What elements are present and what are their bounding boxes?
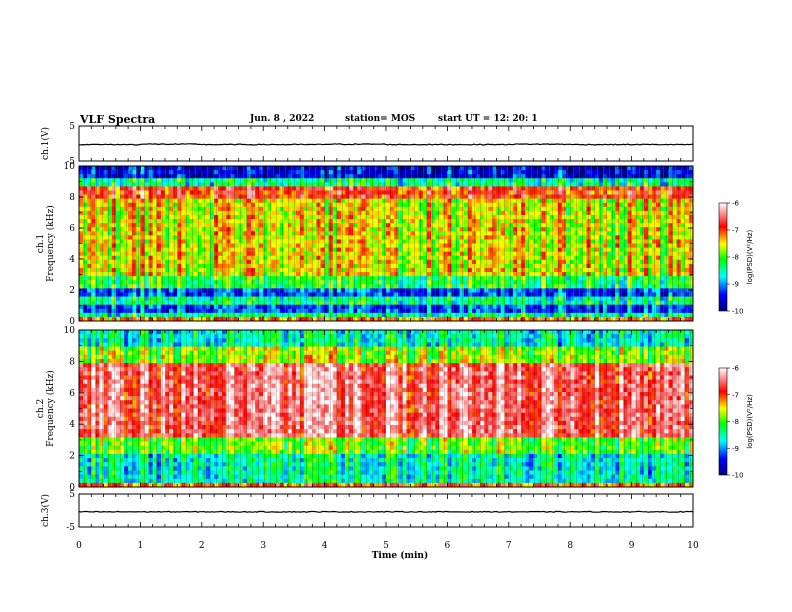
y-tick-label: 2 <box>69 452 75 462</box>
x-tick-label: 2 <box>199 541 205 551</box>
y-axis-label: ch.1(V) <box>40 127 51 160</box>
y-tick-label: -5 <box>66 523 75 533</box>
ch1-spectrogram-panel: 0 2 4 6 8 10 ch.1 Frequency (kHz) <box>36 162 694 327</box>
y-tick-label: 5 <box>69 122 75 132</box>
start-ut-label: start UT = 12: 20: 1 <box>438 114 538 124</box>
chart-title: VLF Spectra <box>80 113 156 126</box>
y-tick-label: 0 <box>69 483 75 493</box>
y-tick-label: 2 <box>69 286 75 296</box>
x-tick-label: 3 <box>260 541 266 551</box>
colorbar-tick-label: -10 <box>732 308 743 316</box>
colorbar-gradient <box>718 202 728 312</box>
y-tick-label: 6 <box>69 224 75 234</box>
ch1-spectrogram-texture <box>79 166 693 321</box>
y-tick-label: 10 <box>64 326 76 336</box>
colorbar-tick-label: -6 <box>732 200 740 208</box>
x-tick-label: 8 <box>567 541 573 551</box>
y-axis-label: Frequency (kHz) <box>45 205 56 282</box>
colorbar-tick-label: -8 <box>732 418 739 426</box>
time-x-axis: 0 1 2 3 4 5 6 7 8 9 10 Time (min) <box>76 541 699 561</box>
voltage-series-line <box>78 143 694 146</box>
y-axis-label: Frequency (kHz) <box>45 370 56 447</box>
y-tick-label: 4 <box>69 255 75 265</box>
colorbar-label: log(PSD)(V²/Hz) <box>746 394 754 449</box>
x-tick-label: 4 <box>322 541 328 551</box>
y-tick-label: 0 <box>69 317 75 327</box>
ch2-spectrogram-panel: 0 2 4 6 8 10 ch.2 Frequency (kHz) <box>36 326 694 493</box>
y-tick-label: 4 <box>69 420 75 430</box>
colorbar-tick-label: -8 <box>732 254 739 262</box>
colorbar-tick-label: -7 <box>732 391 739 399</box>
x-tick-label: 7 <box>506 541 512 551</box>
y-axis-label: ch.1 <box>36 234 46 253</box>
y-tick-label: -5 <box>66 157 75 167</box>
x-tick-label: 0 <box>76 541 82 551</box>
y-axis-label: ch.3(V) <box>40 494 51 527</box>
y-tick-label: 6 <box>69 389 75 399</box>
ch1-colorbar: -6 -7 -8 -9 -10 log(PSD)(V²/Hz) <box>718 200 754 316</box>
y-tick-label: 10 <box>64 162 76 172</box>
station-label: station= MOS <box>345 114 416 124</box>
x-tick-label: 5 <box>383 541 389 551</box>
colorbar-tick-label: -9 <box>732 445 739 453</box>
ch2-colorbar: -6 -7 -8 -9 -10 log(PSD)(V²/Hz) <box>718 365 754 480</box>
x-tick-label: 6 <box>445 541 451 551</box>
colorbar-label: log(PSD)(V²/Hz) <box>746 229 754 284</box>
ch2-spectrogram-texture <box>79 330 693 487</box>
y-tick-label: 8 <box>69 193 75 203</box>
x-axis-label: Time (min) <box>372 550 429 561</box>
date-label: Jun. 8 , 2022 <box>250 114 315 124</box>
colorbar-tick-label: -9 <box>732 281 739 289</box>
ch3-voltage-panel: 5 -5 ch.3(V) <box>40 490 694 533</box>
colorbar-tick-label: -7 <box>732 227 739 235</box>
x-tick-label: 9 <box>629 541 635 551</box>
panel-frame <box>78 125 694 162</box>
y-axis-label: ch.2 <box>36 399 46 418</box>
colorbar-tick-label: -6 <box>732 365 740 373</box>
x-tick-label: 10 <box>687 541 699 551</box>
y-tick-label: 5 <box>69 490 75 500</box>
colorbar-tick-label: -10 <box>732 472 743 480</box>
ch1-voltage-panel: 5 -5 ch.1(V) <box>40 122 694 167</box>
colorbar-gradient <box>718 367 728 476</box>
voltage-series-line <box>78 510 694 513</box>
x-tick-label: 1 <box>138 541 144 551</box>
y-tick-label: 8 <box>69 357 75 367</box>
